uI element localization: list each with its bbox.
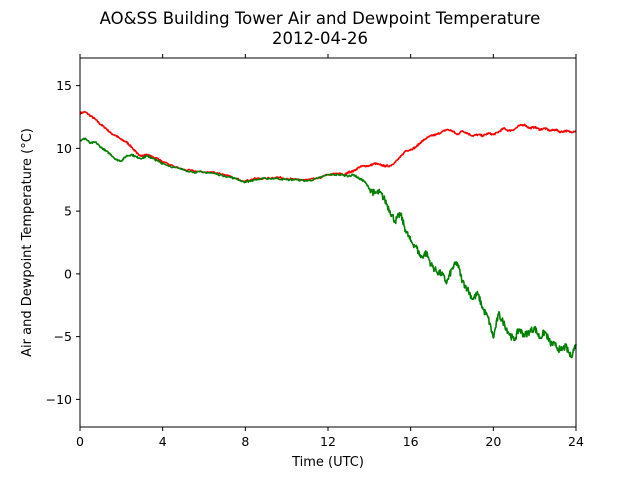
x-tick-label: 0 [76, 434, 84, 449]
plot-background [80, 58, 576, 427]
y-tick-label: 5 [64, 204, 72, 219]
x-tick-label: 24 [568, 434, 584, 449]
x-axis-label: Time (UTC) [291, 455, 364, 470]
x-tick-label: 4 [159, 434, 167, 449]
x-axis: 0 4 8 12 16 20 24 [76, 54, 584, 449]
series-layer [79, 110, 577, 359]
chart-subtitle: 2012-04-26 [272, 29, 368, 48]
y-tick-label: 10 [56, 141, 72, 156]
plot-area [79, 57, 577, 428]
chart-title: AO&SS Building Tower Air and Dewpoint Te… [100, 9, 541, 28]
x-tick-label: 20 [485, 434, 501, 449]
series-line-2 [79, 137, 577, 359]
x-tick-label: 12 [320, 434, 336, 449]
y-axis-label: Air and Dewpoint Temperature (°C) [20, 128, 35, 357]
y-axis: −10 −5 0 5 10 15 [46, 78, 80, 407]
y-tick-label: 15 [56, 78, 72, 93]
y-tick-label: −5 [54, 329, 72, 344]
x-tick-label: 8 [241, 434, 249, 449]
x-tick-label: 16 [403, 434, 419, 449]
y-tick-label: −10 [46, 392, 72, 407]
y-tick-label: 0 [64, 266, 72, 281]
